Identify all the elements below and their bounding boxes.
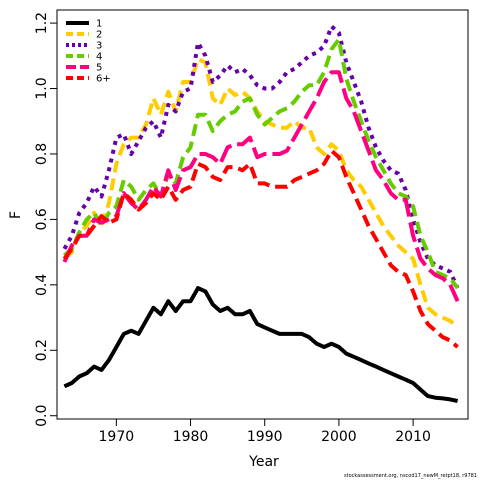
y-tick-label-0.6: 0.6: [34, 208, 50, 230]
y-axis: 0.0 0.2 0.4 0.6 0.8 1.0 1.2: [34, 12, 57, 427]
legend-label-3: 3: [96, 41, 102, 52]
y-tick-label-0.0: 0.0: [34, 405, 50, 427]
series-layer: [62, 24, 460, 403]
legend-label-6+: 6+: [96, 74, 111, 85]
legend-label-2: 2: [96, 30, 102, 41]
x-tick-label-1970: 1970: [99, 429, 135, 445]
y-tick-label-0.2: 0.2: [34, 339, 50, 361]
x-tick-label-2010: 2010: [395, 429, 431, 445]
legend-label-1: 1: [96, 19, 102, 30]
x-axis: 1970 1980 1990 2000 2010: [99, 419, 431, 445]
y-axis-title: F: [8, 211, 24, 219]
x-tick-label-2000: 2000: [321, 429, 357, 445]
x-axis-title: Year: [248, 454, 279, 470]
y-tick-label-0.4: 0.4: [34, 274, 50, 296]
x-tick-label-1990: 1990: [247, 429, 283, 445]
x-tick-label-1980: 1980: [173, 429, 209, 445]
y-tick-label-0.8: 0.8: [34, 143, 50, 165]
footnote: stockassessment.org, nscod17_newM_retpt1…: [344, 473, 477, 479]
series-line-6+: [62, 148, 459, 349]
series-line-1: [63, 286, 459, 403]
y-tick-label-1.0: 1.0: [34, 77, 50, 99]
series-line-4: [63, 37, 460, 290]
y-tick-label-1.2: 1.2: [34, 12, 50, 34]
legend-label-4: 4: [96, 52, 102, 63]
series-line-2: [63, 57, 459, 329]
plot-frame: [56, 9, 469, 420]
legend-label-5: 5: [96, 63, 102, 74]
